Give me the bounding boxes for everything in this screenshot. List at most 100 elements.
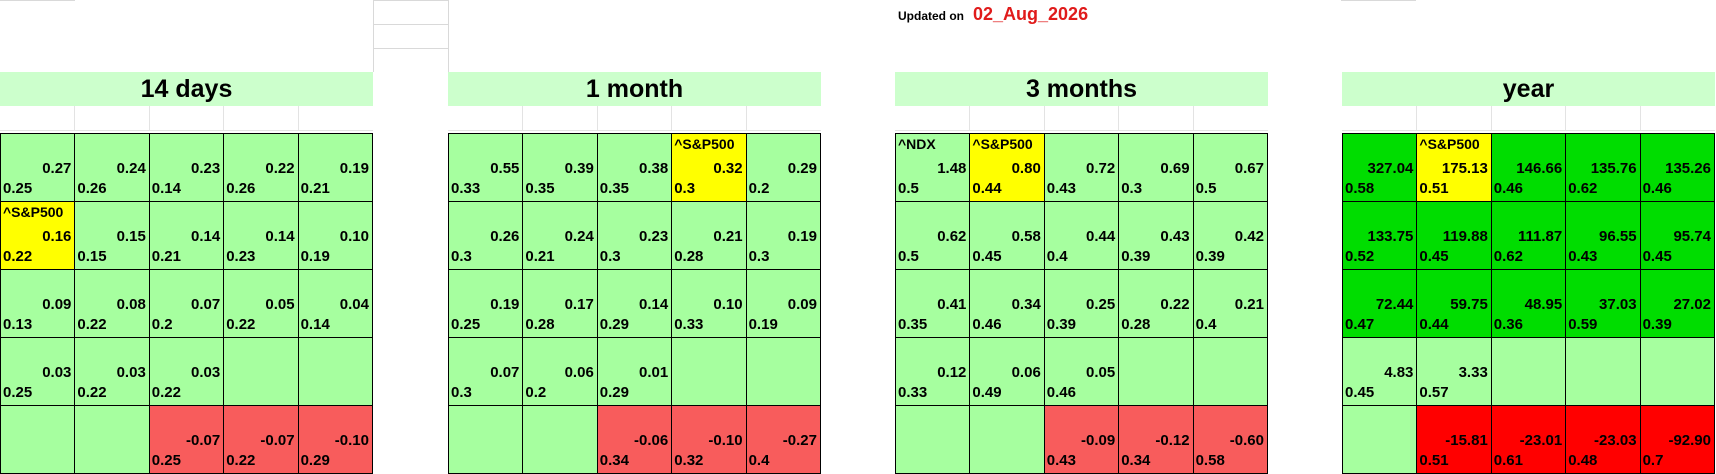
heatmap-cell[interactable] — [1, 406, 76, 474]
heatmap-cell[interactable]: 0.03 0.25 — [1, 338, 76, 406]
heatmap-cell[interactable]: 0.14 0.23 — [224, 202, 299, 270]
heatmap-cell[interactable]: 146.66 0.46 — [1491, 134, 1567, 202]
heatmap-cell[interactable]: -0.27 0.4 — [746, 406, 821, 474]
heatmap-cell[interactable]: 0.09 0.19 — [746, 270, 821, 338]
heatmap-cell[interactable]: 0.23 0.3 — [597, 202, 673, 270]
heatmap-cell[interactable]: -23.03 0.48 — [1566, 406, 1641, 474]
heatmap-cell[interactable]: 59.75 0.44 — [1417, 270, 1492, 338]
heatmap-cell[interactable]: 0.09 0.13 — [1, 270, 76, 338]
heatmap-cell[interactable]: 0.41 0.35 — [896, 270, 971, 338]
heatmap-cell[interactable]: 0.21 0.4 — [1193, 270, 1268, 338]
heatmap-cell[interactable]: 0.01 0.29 — [597, 338, 673, 406]
heatmap-cell[interactable]: 135.26 0.46 — [1640, 134, 1715, 202]
heatmap-cell[interactable] — [523, 406, 598, 474]
heatmap-cell[interactable]: 72.44 0.47 — [1343, 270, 1418, 338]
heatmap-cell[interactable]: 0.44 0.4 — [1044, 202, 1120, 270]
heatmap-cell[interactable]: 0.10 0.19 — [298, 202, 373, 270]
heatmap-cell[interactable]: 0.19 0.25 — [449, 270, 524, 338]
heatmap-cell[interactable]: ^S&P500 175.13 0.51 — [1417, 134, 1492, 202]
heatmap-cell[interactable]: 0.14 0.21 — [149, 202, 225, 270]
heatmap-cell[interactable]: 0.17 0.28 — [523, 270, 598, 338]
heatmap-cell[interactable]: -15.81 0.51 — [1417, 406, 1492, 474]
heatmap-cell[interactable]: 37.03 0.59 — [1566, 270, 1641, 338]
heatmap-cell[interactable] — [298, 338, 373, 406]
heatmap-cell[interactable]: 0.19 0.3 — [746, 202, 821, 270]
heatmap-cell[interactable]: 0.04 0.14 — [298, 270, 373, 338]
heatmap-cell[interactable]: -0.06 0.34 — [597, 406, 673, 474]
heatmap-cell[interactable] — [1640, 338, 1715, 406]
heatmap-cell[interactable]: 0.29 0.2 — [746, 134, 821, 202]
heatmap-cell[interactable] — [672, 338, 747, 406]
heatmap-cell[interactable]: -92.90 0.7 — [1640, 406, 1715, 474]
heatmap-cell[interactable]: ^S&P500 0.32 0.3 — [672, 134, 747, 202]
heatmap-cell[interactable]: 0.55 0.33 — [449, 134, 524, 202]
heatmap-cell[interactable]: -0.60 0.58 — [1193, 406, 1268, 474]
heatmap-cell[interactable]: 327.04 0.58 — [1343, 134, 1418, 202]
heatmap-cell[interactable]: 0.22 0.26 — [224, 134, 299, 202]
heatmap-cell[interactable]: 119.88 0.45 — [1417, 202, 1492, 270]
heatmap-cell[interactable] — [1566, 338, 1641, 406]
heatmap-cell[interactable]: 0.03 0.22 — [149, 338, 225, 406]
heatmap-cell[interactable]: 0.38 0.35 — [597, 134, 673, 202]
heatmap-cell[interactable]: 0.69 0.3 — [1119, 134, 1194, 202]
heatmap-cell[interactable]: -23.01 0.61 — [1491, 406, 1567, 474]
heatmap-cell[interactable]: 0.21 0.28 — [672, 202, 747, 270]
heatmap-cell[interactable]: 0.06 0.2 — [523, 338, 598, 406]
heatmap-cell[interactable] — [970, 406, 1045, 474]
heatmap-cell[interactable] — [449, 406, 524, 474]
heatmap-cell[interactable]: 0.19 0.21 — [298, 134, 373, 202]
heatmap-cell[interactable]: 0.05 0.46 — [1044, 338, 1120, 406]
heatmap-cell[interactable]: -0.07 0.25 — [149, 406, 225, 474]
heatmap-cell[interactable]: 0.10 0.33 — [672, 270, 747, 338]
heatmap-cell[interactable]: 0.03 0.22 — [75, 338, 150, 406]
heatmap-cell[interactable]: 0.14 0.29 — [597, 270, 673, 338]
heatmap-cell[interactable]: 0.25 0.39 — [1044, 270, 1120, 338]
heatmap-cell[interactable] — [746, 338, 821, 406]
heatmap-cell[interactable]: 133.75 0.52 — [1343, 202, 1418, 270]
heatmap-cell[interactable]: 4.83 0.45 — [1343, 338, 1418, 406]
heatmap-cell[interactable]: 0.07 0.2 — [149, 270, 225, 338]
heatmap-cell[interactable]: 0.23 0.14 — [149, 134, 225, 202]
heatmap-cell[interactable]: ^S&P500 0.16 0.22 — [1, 202, 76, 270]
heatmap-cell[interactable]: 135.76 0.62 — [1566, 134, 1641, 202]
heatmap-cell[interactable]: 0.39 0.35 — [523, 134, 598, 202]
heatmap-cell[interactable]: -0.10 0.32 — [672, 406, 747, 474]
heatmap-cell[interactable]: 0.26 0.3 — [449, 202, 524, 270]
heatmap-cell[interactable]: 0.62 0.5 — [896, 202, 971, 270]
heatmap-cell[interactable]: ^S&P500 0.80 0.44 — [970, 134, 1045, 202]
heatmap-cell[interactable]: 0.07 0.3 — [449, 338, 524, 406]
heatmap-cell[interactable]: 0.42 0.39 — [1193, 202, 1268, 270]
heatmap-cell[interactable]: 0.24 0.26 — [75, 134, 150, 202]
heatmap-cell[interactable]: 0.72 0.43 — [1044, 134, 1120, 202]
heatmap-cell[interactable]: 0.15 0.15 — [75, 202, 150, 270]
heatmap-cell[interactable]: 0.67 0.5 — [1193, 134, 1268, 202]
heatmap-cell[interactable]: -0.12 0.34 — [1119, 406, 1194, 474]
heatmap-cell[interactable] — [1193, 338, 1268, 406]
heatmap-cell[interactable]: 0.05 0.22 — [224, 270, 299, 338]
heatmap-cell[interactable] — [224, 338, 299, 406]
heatmap-cell[interactable]: 95.74 0.45 — [1640, 202, 1715, 270]
heatmap-cell[interactable]: -0.07 0.22 — [224, 406, 299, 474]
heatmap-cell[interactable]: 0.58 0.45 — [970, 202, 1045, 270]
heatmap-cell[interactable]: 27.02 0.39 — [1640, 270, 1715, 338]
heatmap-cell[interactable]: 0.27 0.25 — [1, 134, 76, 202]
heatmap-cell[interactable] — [896, 406, 971, 474]
heatmap-cell[interactable]: 0.22 0.28 — [1119, 270, 1194, 338]
heatmap-cell[interactable]: 0.34 0.46 — [970, 270, 1045, 338]
heatmap-cell[interactable] — [1343, 406, 1418, 474]
heatmap-cell[interactable]: 0.06 0.49 — [970, 338, 1045, 406]
heatmap-cell[interactable]: ^NDX 1.48 0.5 — [896, 134, 971, 202]
heatmap-cell[interactable]: 0.08 0.22 — [75, 270, 150, 338]
heatmap-cell[interactable] — [1491, 338, 1567, 406]
heatmap-cell[interactable]: 48.95 0.36 — [1491, 270, 1567, 338]
heatmap-cell[interactable]: 96.55 0.43 — [1566, 202, 1641, 270]
heatmap-cell[interactable]: -0.10 0.29 — [298, 406, 373, 474]
heatmap-cell[interactable] — [75, 406, 150, 474]
heatmap-cell[interactable]: 0.43 0.39 — [1119, 202, 1194, 270]
heatmap-cell[interactable]: 0.24 0.21 — [523, 202, 598, 270]
heatmap-cell[interactable]: -0.09 0.43 — [1044, 406, 1120, 474]
heatmap-cell[interactable]: 111.87 0.62 — [1491, 202, 1567, 270]
heatmap-cell[interactable]: 3.33 0.57 — [1417, 338, 1492, 406]
heatmap-cell[interactable]: 0.12 0.33 — [896, 338, 971, 406]
heatmap-cell[interactable] — [1119, 338, 1194, 406]
